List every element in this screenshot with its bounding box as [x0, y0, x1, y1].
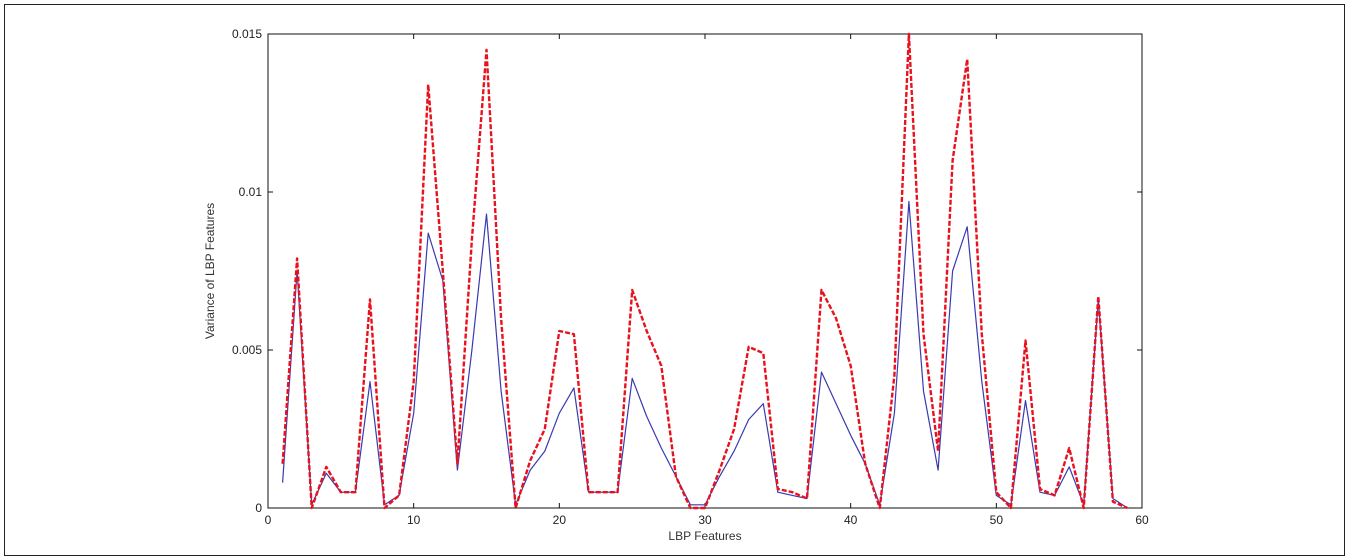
x-tick-label: 30: [698, 513, 712, 527]
series-line-dashed: [281, 32, 1128, 510]
x-tick-label: 50: [990, 513, 1004, 527]
y-tick-label: 0.01: [239, 185, 263, 199]
y-axis-label: Variance of LBP Features: [203, 203, 217, 339]
x-tick-label: 20: [553, 513, 567, 527]
x-tick-label: 60: [1135, 513, 1149, 527]
y-tick-label: 0.005: [232, 343, 262, 357]
x-tick-label: 0: [265, 513, 272, 527]
series-lines: [281, 32, 1128, 510]
y-tick-label: 0.015: [232, 27, 262, 41]
figure-frame: [4, 4, 1345, 556]
x-tick-label: 40: [844, 513, 858, 527]
x-axis-ticks: 0 10 20 30 40 50 60: [265, 34, 1149, 527]
y-axis-ticks: 0 0.005 0.01 0.015: [232, 27, 1142, 515]
series-line-solid: [282, 200, 1128, 509]
x-axis-label: LBP Features: [668, 529, 741, 543]
plot-area: [267, 33, 1143, 509]
x-tick-label: 10: [407, 513, 421, 527]
y-tick-label: 0: [255, 501, 262, 515]
